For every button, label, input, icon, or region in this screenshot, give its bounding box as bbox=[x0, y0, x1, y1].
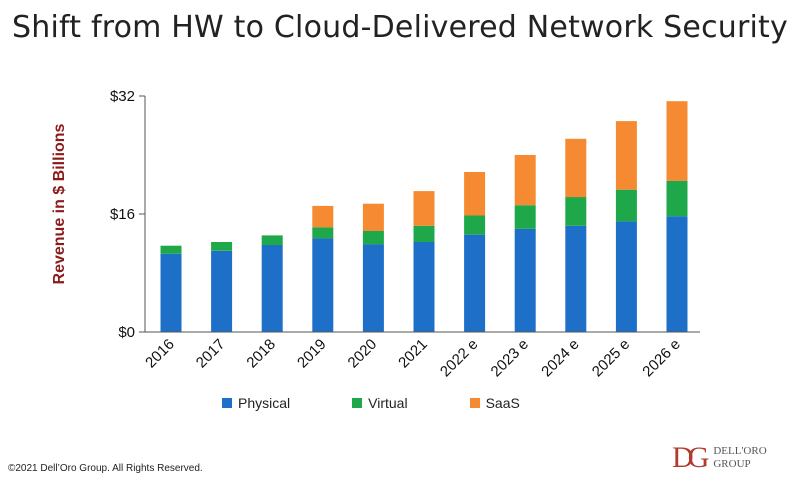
copyright-notice: ©2021 Dell’Oro Group. All Rights Reserve… bbox=[8, 463, 203, 474]
y-tick-label: $0 bbox=[118, 324, 135, 341]
bar-virtual-2018 bbox=[261, 235, 283, 245]
legend: Physical Virtual SaaS bbox=[222, 395, 582, 411]
x-tick-label: 2018 bbox=[243, 336, 279, 372]
bar-virtual-2020 bbox=[362, 231, 384, 245]
legend-swatch-virtual bbox=[352, 398, 363, 408]
y-tick-label: $32 bbox=[110, 88, 135, 105]
x-tick-label: 2023 e bbox=[488, 336, 532, 380]
x-tick-label: 2021 bbox=[395, 336, 431, 372]
legend-label-saas: SaaS bbox=[485, 395, 520, 411]
bar-virtual-2017 bbox=[211, 242, 233, 251]
bar-virtual-2016 bbox=[160, 245, 182, 254]
bar-virtual-2024e bbox=[565, 197, 587, 226]
bar-virtual-2019 bbox=[312, 227, 334, 239]
bar-physical-2017 bbox=[211, 250, 233, 332]
legend-item-virtual: Virtual bbox=[352, 395, 408, 411]
legend-swatch-physical bbox=[222, 398, 232, 408]
legend-label-physical: Physical bbox=[238, 395, 291, 411]
bar-virtual-2026e bbox=[666, 180, 688, 217]
bar-saas-2019 bbox=[312, 205, 334, 228]
legend-item-saas: SaaS bbox=[469, 395, 520, 411]
delloro-logo: DG DELL'ORO GROUP bbox=[672, 441, 767, 475]
bar-virtual-2022e bbox=[464, 215, 486, 235]
x-tick-label: 2024 e bbox=[538, 336, 582, 380]
x-tick-label: 2025 e bbox=[589, 336, 633, 380]
logo-text-line1: DELL'ORO bbox=[713, 445, 767, 457]
axes-group: 2016 2017 2018 2019 2020 2021 2022 e 2023 e 2024… bbox=[110, 88, 700, 380]
legend-swatch-saas bbox=[469, 398, 480, 408]
chart-title: Shift from HW to Cloud-Delivered Network… bbox=[12, 10, 788, 45]
x-tick-label: 2016 bbox=[142, 336, 178, 372]
bar-saas-2025e bbox=[615, 121, 637, 190]
logo-mark: DG bbox=[672, 441, 709, 474]
bars-group bbox=[160, 101, 688, 333]
bar-physical-2023e bbox=[514, 228, 536, 333]
bar-physical-2022e bbox=[464, 234, 486, 332]
bar-physical-2026e bbox=[666, 216, 688, 332]
bar-saas-2024e bbox=[565, 138, 587, 198]
bar-saas-2020 bbox=[362, 203, 384, 231]
bar-physical-2016 bbox=[160, 253, 182, 332]
logo-text-line2: GROUP bbox=[713, 458, 751, 470]
x-tick-label: 2026 e bbox=[639, 336, 683, 380]
bar-physical-2019 bbox=[312, 238, 334, 332]
bar-virtual-2025e bbox=[615, 189, 637, 222]
x-tick-label: 2022 e bbox=[437, 336, 481, 380]
bar-physical-2018 bbox=[261, 245, 283, 332]
bar-physical-2021 bbox=[413, 242, 435, 332]
legend-item-physical: Physical bbox=[222, 395, 290, 411]
bar-virtual-2023e bbox=[514, 205, 536, 229]
bar-saas-2022e bbox=[464, 172, 486, 216]
bar-physical-2020 bbox=[362, 244, 384, 332]
bar-saas-2023e bbox=[514, 155, 536, 206]
bar-physical-2024e bbox=[565, 225, 587, 332]
x-tick-label: 2017 bbox=[193, 336, 229, 372]
bar-saas-2021 bbox=[413, 191, 435, 226]
y-tick-label: $16 bbox=[110, 206, 135, 223]
bar-virtual-2021 bbox=[413, 225, 435, 242]
bar-physical-2025e bbox=[615, 221, 637, 332]
legend-label-virtual: Virtual bbox=[368, 395, 408, 411]
bar-saas-2026e bbox=[666, 101, 688, 181]
x-tick-label: 2020 bbox=[345, 336, 381, 372]
logo-text: DELL'ORO GROUP bbox=[713, 445, 766, 471]
x-tick-label: 2019 bbox=[294, 336, 330, 372]
